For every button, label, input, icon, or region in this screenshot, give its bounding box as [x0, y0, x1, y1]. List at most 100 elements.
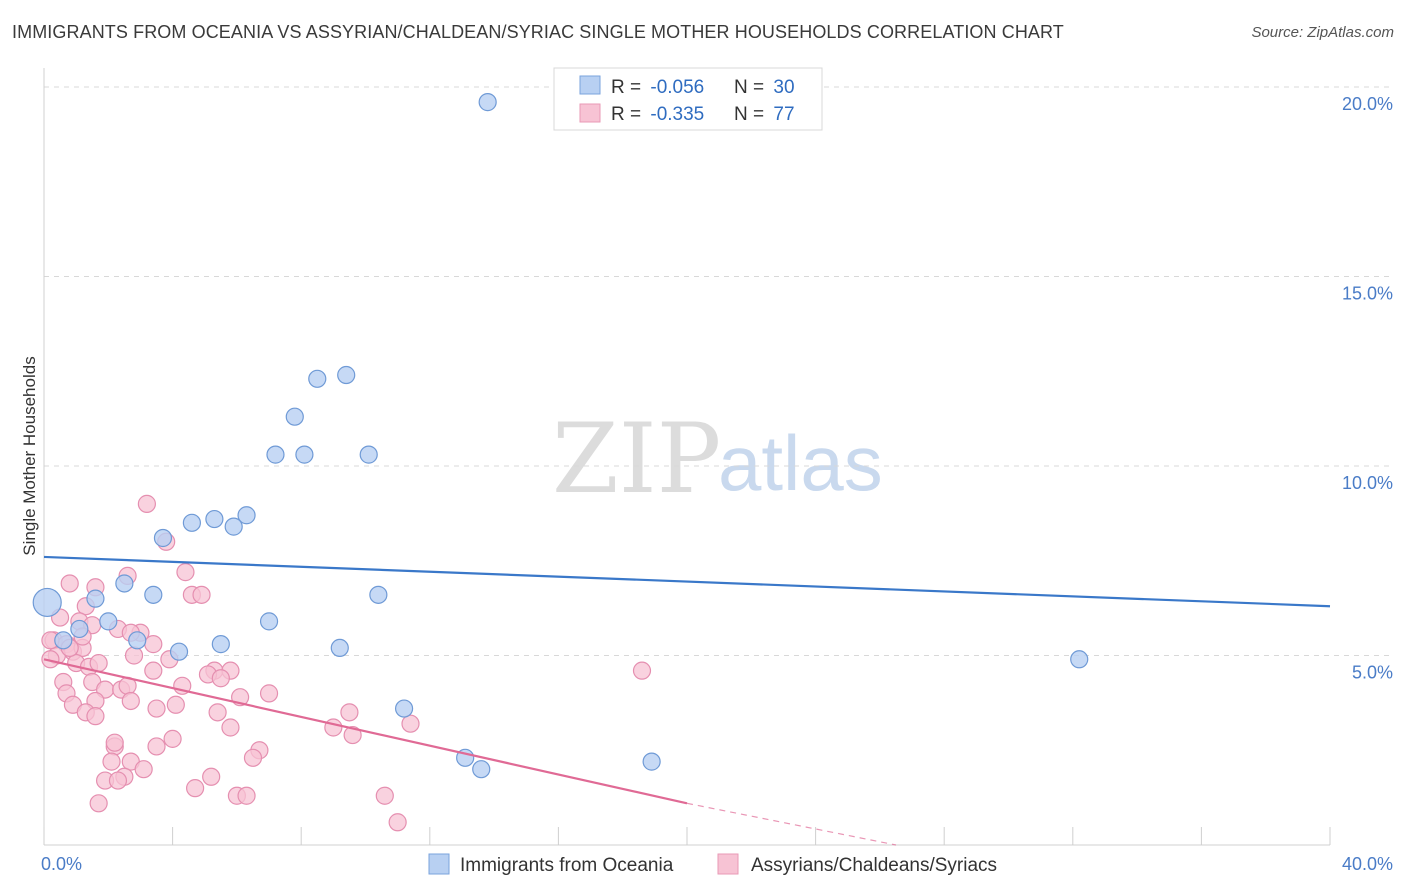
point-oceania — [86, 589, 105, 608]
trend-line-assyrians — [43, 658, 688, 805]
point-assyrians — [124, 646, 144, 665]
y-tick-labels: 5.0% 10.0% 15.0% 20.0% — [1342, 94, 1393, 683]
point-assyrians — [632, 661, 652, 680]
x-tick-label: 0.0% — [41, 854, 82, 874]
point-oceania — [359, 445, 378, 464]
point-oceania — [266, 445, 285, 464]
legend-swatch-oceania — [579, 75, 601, 95]
point-oceania — [211, 635, 230, 654]
point-oceania — [369, 585, 388, 604]
point-assyrians — [147, 699, 166, 718]
point-assyrians — [343, 725, 362, 745]
point-assyrians — [108, 771, 128, 790]
point-oceania — [54, 631, 73, 650]
point-oceania — [115, 574, 134, 593]
point-oceania — [642, 752, 661, 771]
point-assyrians — [186, 779, 205, 798]
point-assyrians — [121, 691, 140, 711]
series-legend: Immigrants from Oceania Assyrians/Chalde… — [428, 853, 997, 876]
y-tick-label: 5.0% — [1352, 662, 1393, 682]
point-assyrians — [147, 737, 166, 756]
point-assyrians — [340, 703, 359, 722]
point-assyrians — [166, 695, 185, 714]
point-oceania — [330, 638, 349, 658]
point-assyrians — [89, 653, 108, 673]
point-assyrians — [105, 733, 124, 752]
legend-n-row-assyrians: N = 77 — [734, 104, 795, 125]
chart-title: IMMIGRANTS FROM OCEANIA VS ASSYRIAN/CHAL… — [12, 22, 1064, 42]
point-assyrians — [243, 748, 263, 767]
point-assyrians — [102, 752, 121, 771]
series-assyrians-points — [41, 494, 652, 832]
point-assyrians — [211, 669, 230, 688]
trend-line-assyrians-extension — [686, 802, 897, 846]
trend-line-oceania — [43, 555, 1331, 608]
legend-r-value-assyrians: -0.335 — [650, 104, 704, 125]
point-assyrians — [237, 786, 256, 805]
point-oceania — [394, 699, 414, 718]
x-tick-labels: 0.0% 40.0% — [41, 854, 1393, 874]
point-oceania — [308, 369, 327, 388]
source-label: Source: ZipAtlas.com — [1251, 24, 1394, 41]
point-assyrians — [163, 729, 182, 748]
point-assyrians — [60, 574, 79, 593]
point-oceania — [1070, 650, 1089, 669]
point-oceania — [205, 509, 224, 529]
watermark-zip: ZIP — [552, 403, 721, 515]
point-oceania — [153, 528, 173, 548]
point-assyrians — [89, 794, 108, 813]
point-oceania — [32, 587, 62, 618]
point-assyrians — [41, 650, 60, 669]
point-assyrians — [221, 718, 240, 737]
legend-swatch-assyrians — [579, 103, 601, 123]
point-oceania — [224, 517, 243, 536]
series-legend-label-assyrians: Assyrians/Chaldeans/Syriacs — [751, 855, 997, 876]
legend-n-value-assyrians: 77 — [773, 104, 794, 125]
point-assyrians — [144, 661, 163, 680]
point-assyrians — [86, 707, 105, 726]
point-oceania — [144, 585, 163, 604]
point-oceania — [169, 642, 189, 661]
legend-r-label-oceania: R = — [611, 77, 646, 98]
point-oceania — [259, 612, 279, 631]
watermark-atlas: atlas — [718, 419, 883, 507]
point-assyrians — [144, 635, 163, 654]
correlation-legend: R = -0.056 N = 30 R = -0.335 N = 77 — [553, 67, 823, 131]
series-legend-label-oceania: Immigrants from Oceania — [460, 855, 674, 876]
point-assyrians — [208, 703, 227, 722]
series-oceania-points — [32, 93, 1089, 779]
legend-r-value-oceania: -0.056 — [650, 77, 704, 98]
y-tick-label: 10.0% — [1342, 473, 1393, 493]
point-oceania — [128, 631, 147, 650]
y-axis-label: Single Mother Households — [20, 356, 39, 555]
point-assyrians — [137, 494, 156, 513]
point-oceania — [285, 407, 304, 426]
legend-r-label-assyrians: R = — [611, 104, 646, 125]
point-oceania — [182, 513, 201, 532]
point-oceania — [70, 619, 89, 639]
series-legend-swatch-oceania — [428, 853, 450, 875]
point-oceania — [295, 445, 314, 464]
point-assyrians — [134, 760, 153, 779]
point-assyrians — [401, 714, 420, 733]
point-assyrians — [375, 786, 394, 805]
point-assyrians — [388, 813, 407, 832]
point-oceania — [99, 612, 118, 631]
legend-n-label-oceania: N = — [734, 77, 769, 98]
point-assyrians — [176, 563, 195, 582]
x-tick-label: 40.0% — [1342, 854, 1393, 874]
x-tick-marks — [43, 827, 1331, 845]
point-assyrians — [259, 684, 279, 703]
legend-n-row-oceania: N = 30 — [734, 77, 795, 98]
y-tick-label: 20.0% — [1342, 94, 1393, 114]
legend-row-assyrians: R = -0.335 — [611, 104, 704, 125]
legend-n-label-assyrians: N = — [734, 104, 769, 125]
point-oceania — [337, 365, 356, 385]
grid-lines — [44, 86, 1392, 656]
point-oceania — [472, 760, 491, 779]
legend-n-value-oceania: 30 — [773, 77, 794, 98]
point-assyrians — [192, 585, 211, 604]
trend-lines — [43, 555, 1331, 846]
series-legend-swatch-assyrians — [717, 853, 739, 875]
